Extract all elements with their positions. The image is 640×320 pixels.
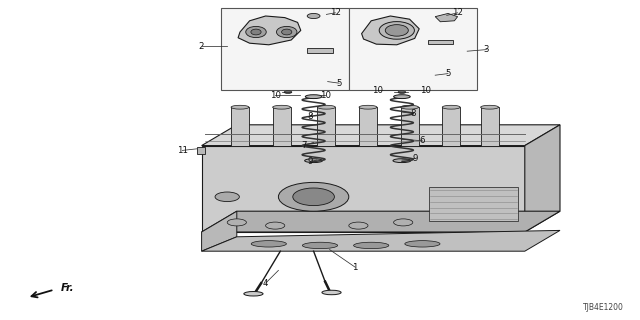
Ellipse shape (394, 95, 410, 99)
Ellipse shape (284, 91, 292, 93)
Text: 5: 5 (337, 79, 342, 88)
Ellipse shape (394, 219, 413, 226)
Text: 2: 2 (199, 42, 204, 51)
Ellipse shape (231, 105, 249, 109)
Ellipse shape (359, 105, 377, 109)
Bar (273, 107, 291, 146)
Ellipse shape (252, 241, 287, 247)
Text: 5: 5 (445, 69, 451, 78)
Polygon shape (435, 13, 458, 22)
Text: 10: 10 (319, 91, 331, 100)
Polygon shape (429, 187, 518, 221)
Ellipse shape (379, 21, 415, 39)
Ellipse shape (405, 241, 440, 247)
Text: 7: 7 (301, 141, 307, 150)
Text: 12: 12 (452, 8, 463, 17)
Text: Fr.: Fr. (61, 283, 74, 293)
Ellipse shape (244, 292, 263, 296)
Polygon shape (238, 16, 301, 45)
Polygon shape (202, 146, 525, 232)
Ellipse shape (442, 105, 460, 109)
Bar (401, 107, 419, 146)
Text: 10: 10 (269, 91, 281, 100)
Text: 6: 6 (420, 136, 425, 145)
Ellipse shape (398, 91, 406, 93)
Ellipse shape (353, 242, 389, 249)
Ellipse shape (307, 13, 320, 19)
Ellipse shape (215, 192, 239, 202)
Polygon shape (362, 16, 419, 45)
Ellipse shape (227, 219, 246, 226)
Ellipse shape (401, 105, 419, 109)
Text: 8: 8 (308, 112, 313, 121)
Text: 12: 12 (330, 8, 341, 17)
Ellipse shape (293, 188, 335, 205)
Ellipse shape (251, 29, 261, 35)
Bar (221, 8, 349, 90)
Ellipse shape (305, 95, 322, 99)
Ellipse shape (278, 182, 349, 211)
Polygon shape (202, 211, 237, 251)
Text: 3: 3 (484, 45, 489, 54)
Ellipse shape (282, 29, 292, 35)
Polygon shape (202, 125, 560, 146)
Text: 1: 1 (353, 263, 358, 272)
Ellipse shape (305, 159, 323, 163)
Text: 9: 9 (412, 154, 417, 163)
Text: 9: 9 (308, 157, 313, 166)
Ellipse shape (273, 105, 291, 109)
Bar (349, 8, 477, 90)
Polygon shape (202, 230, 560, 251)
Bar (307, 48, 333, 53)
Text: 4: 4 (263, 279, 268, 288)
Text: 11: 11 (177, 146, 188, 155)
Ellipse shape (317, 105, 335, 109)
Ellipse shape (385, 25, 408, 36)
Ellipse shape (349, 222, 368, 229)
Bar (428, 40, 453, 44)
Bar (359, 107, 377, 146)
Text: TJB4E1200: TJB4E1200 (583, 303, 624, 312)
Bar (442, 107, 460, 146)
Ellipse shape (393, 159, 411, 163)
Bar (317, 107, 335, 146)
Ellipse shape (302, 242, 338, 249)
Bar (231, 107, 249, 146)
Text: 8: 8 (410, 109, 415, 118)
Ellipse shape (481, 105, 499, 109)
Ellipse shape (322, 290, 341, 295)
Ellipse shape (246, 26, 266, 38)
Ellipse shape (266, 222, 285, 229)
Text: 10: 10 (372, 86, 383, 95)
Polygon shape (202, 211, 560, 232)
Bar (197, 147, 205, 154)
Bar (481, 107, 499, 146)
Text: 10: 10 (420, 86, 431, 95)
Ellipse shape (276, 26, 297, 38)
Polygon shape (525, 125, 560, 232)
